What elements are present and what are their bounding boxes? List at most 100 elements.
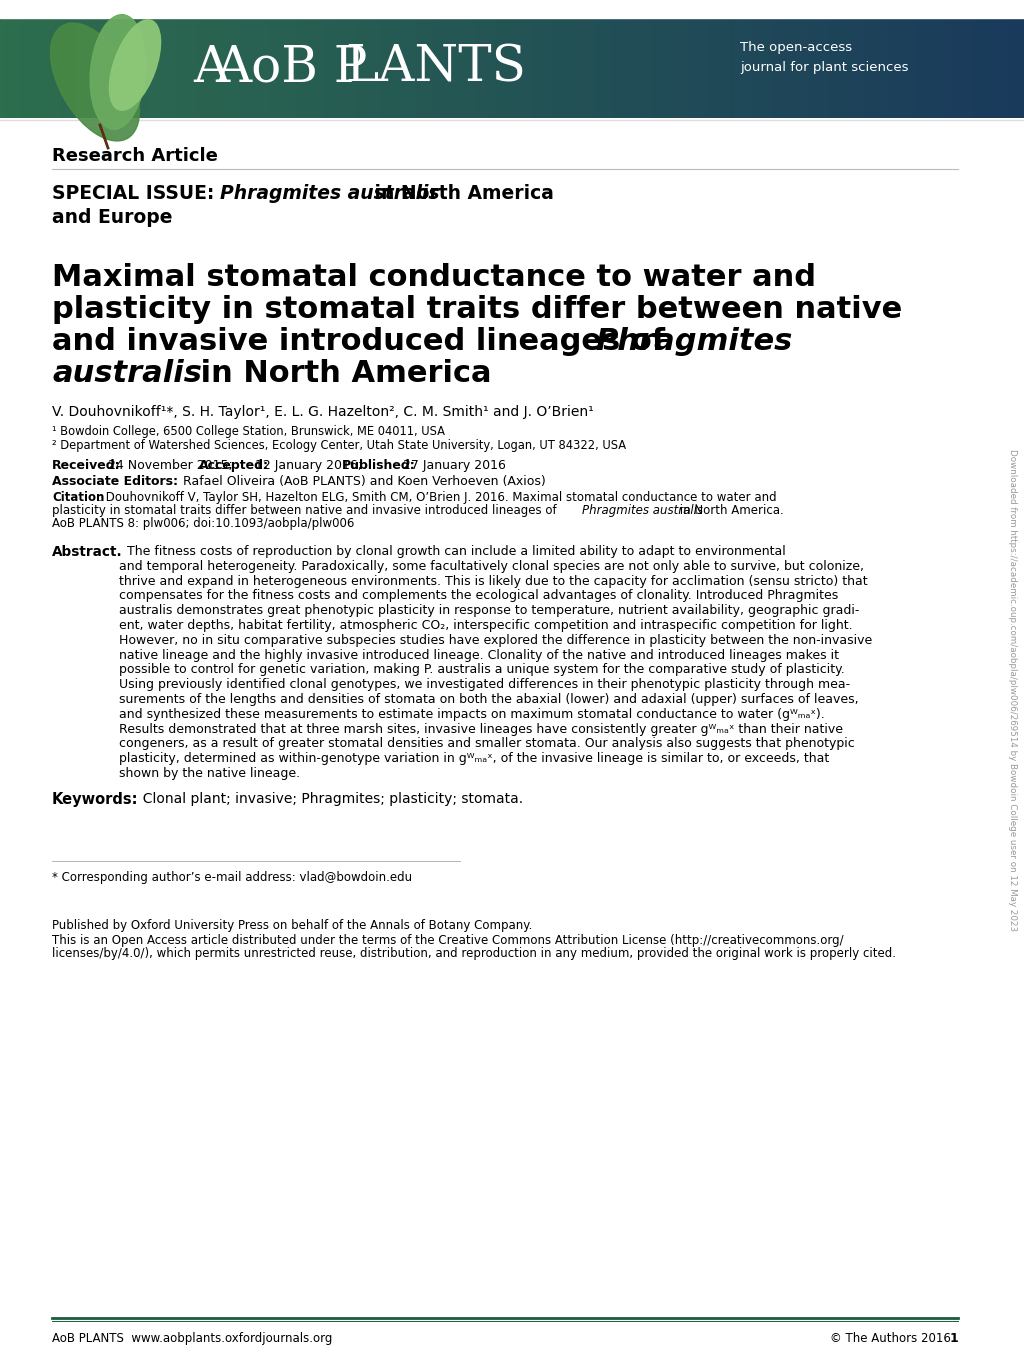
Bar: [843, 18, 848, 117]
Bar: [536, 18, 541, 117]
Text: Using previously identified clonal genotypes, we investigated differences in the: Using previously identified clonal genot…: [119, 678, 850, 691]
Bar: [771, 18, 776, 117]
Bar: [666, 18, 670, 117]
Bar: [806, 18, 810, 117]
Bar: [703, 18, 708, 117]
Bar: [184, 18, 188, 117]
Bar: [187, 18, 193, 117]
Bar: [543, 18, 547, 117]
Bar: [788, 18, 793, 117]
Bar: [410, 18, 414, 117]
Bar: [884, 18, 889, 117]
Bar: [177, 18, 182, 117]
Bar: [645, 18, 649, 117]
Bar: [164, 18, 168, 117]
Bar: [44, 18, 49, 117]
Bar: [157, 18, 162, 117]
Bar: [970, 18, 974, 117]
Bar: [966, 18, 971, 117]
Bar: [246, 18, 250, 117]
Bar: [622, 18, 626, 117]
Text: australis demonstrates great phenotypic plasticity in response to temperature, n: australis demonstrates great phenotypic …: [119, 605, 859, 617]
Bar: [17, 18, 22, 117]
Bar: [351, 18, 356, 117]
Bar: [604, 18, 608, 117]
Bar: [911, 18, 915, 117]
Bar: [300, 18, 305, 117]
Bar: [577, 18, 582, 117]
Bar: [392, 18, 397, 117]
Text: in North America: in North America: [368, 184, 554, 203]
Bar: [297, 18, 301, 117]
Bar: [724, 18, 728, 117]
Bar: [781, 18, 786, 117]
Bar: [28, 18, 32, 117]
Bar: [120, 18, 124, 117]
Bar: [560, 18, 564, 117]
Bar: [840, 18, 844, 117]
Bar: [1007, 18, 1012, 117]
Bar: [573, 18, 578, 117]
Bar: [850, 18, 854, 117]
Text: licenses/by/4.0/), which permits unrestricted reuse, distribution, and reproduct: licenses/by/4.0/), which permits unrestr…: [52, 947, 896, 960]
Bar: [48, 18, 52, 117]
Bar: [38, 18, 42, 117]
Bar: [888, 18, 892, 117]
Bar: [833, 18, 838, 117]
Bar: [881, 18, 885, 117]
Bar: [253, 18, 257, 117]
Bar: [24, 18, 29, 117]
Bar: [69, 18, 73, 117]
Text: native lineage and the highly invasive introduced lineage. Clonality of the nati: native lineage and the highly invasive i…: [119, 648, 839, 662]
Bar: [939, 18, 943, 117]
Bar: [699, 18, 705, 117]
Bar: [7, 18, 11, 117]
Bar: [376, 18, 380, 117]
Bar: [663, 18, 667, 117]
Bar: [891, 18, 895, 117]
Bar: [259, 18, 264, 117]
Bar: [451, 18, 455, 117]
Bar: [550, 18, 554, 117]
Text: AoB P: AoB P: [215, 44, 368, 93]
Bar: [290, 18, 295, 117]
Bar: [102, 18, 106, 117]
Bar: [878, 18, 882, 117]
Bar: [812, 18, 817, 117]
Bar: [126, 18, 131, 117]
Bar: [932, 18, 936, 117]
Bar: [594, 18, 598, 117]
Text: 1: 1: [949, 1332, 958, 1345]
Text: in North America.: in North America.: [676, 504, 783, 517]
Bar: [597, 18, 602, 117]
Bar: [734, 18, 738, 117]
Bar: [389, 18, 393, 117]
Bar: [529, 18, 534, 117]
Bar: [625, 18, 629, 117]
Bar: [478, 18, 482, 117]
Text: plasticity in stomatal traits differ between native and invasive introduced line: plasticity in stomatal traits differ bet…: [52, 504, 560, 517]
Bar: [761, 18, 766, 117]
Text: LANTS: LANTS: [345, 44, 526, 93]
Bar: [963, 18, 967, 117]
Bar: [202, 18, 206, 117]
Bar: [195, 18, 199, 117]
Text: 12 January 2016;: 12 January 2016;: [252, 459, 367, 472]
Bar: [399, 18, 403, 117]
Text: Accepted:: Accepted:: [200, 459, 269, 472]
Bar: [512, 18, 516, 117]
Bar: [628, 18, 633, 117]
Bar: [79, 18, 83, 117]
Bar: [495, 18, 500, 117]
Bar: [341, 18, 346, 117]
Text: Clonal plant; invasive; Phragmites; plasticity; stomata.: Clonal plant; invasive; Phragmites; plas…: [134, 792, 523, 805]
Bar: [925, 18, 930, 117]
Bar: [65, 18, 70, 117]
Bar: [655, 18, 659, 117]
Bar: [996, 18, 1001, 117]
Ellipse shape: [50, 23, 139, 141]
Bar: [123, 18, 127, 117]
Bar: [802, 18, 807, 117]
Bar: [993, 18, 997, 117]
Bar: [727, 18, 731, 117]
